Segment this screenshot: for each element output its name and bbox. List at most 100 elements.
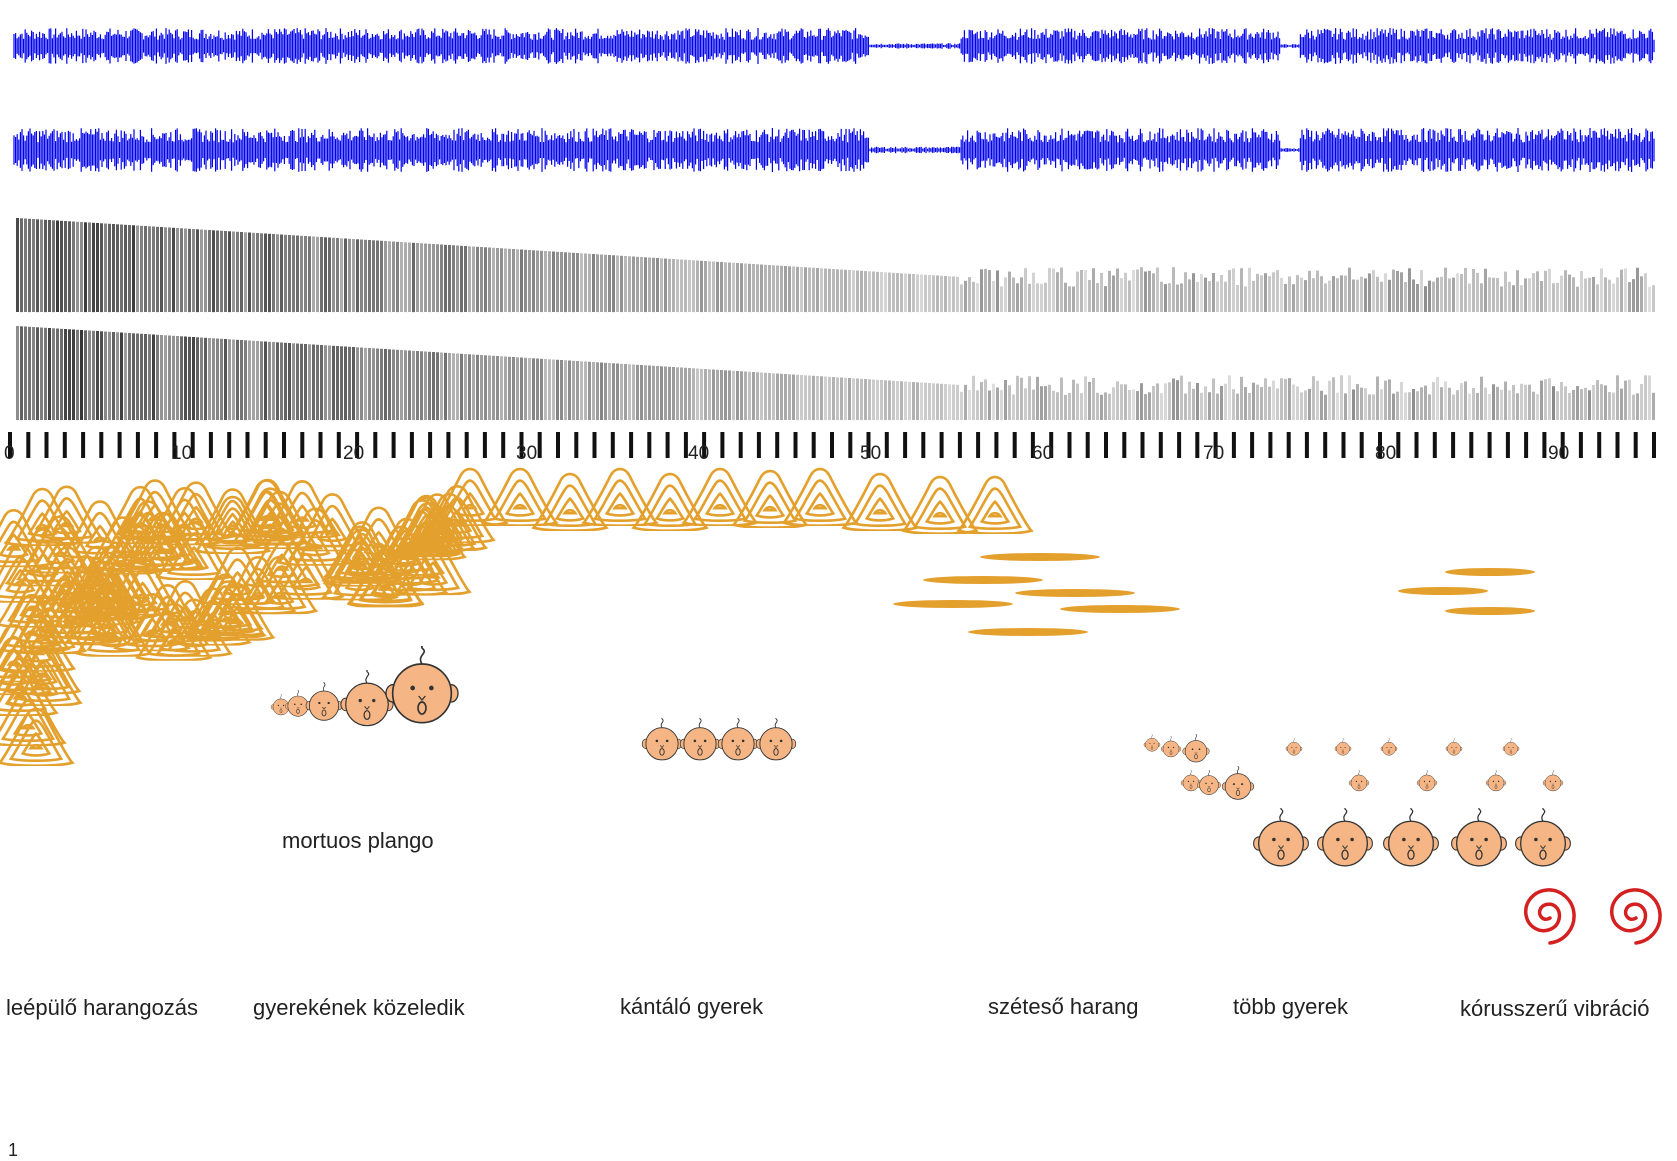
- spectrogram-column: [1196, 383, 1199, 420]
- spectrogram-column: [1176, 380, 1179, 420]
- spectrogram-column: [460, 353, 463, 421]
- spectrogram-column: [548, 359, 551, 421]
- spectrogram-column: [1108, 393, 1111, 420]
- spectrogram-column: [336, 238, 339, 312]
- spectrogram-column: [1052, 268, 1055, 312]
- spectrogram-column: [1040, 283, 1043, 312]
- ruler-tick: [245, 432, 250, 458]
- spectrogram-column: [952, 276, 955, 312]
- choral-vibration-spirals: [1523, 888, 1662, 945]
- ruler-tick: [464, 432, 469, 458]
- spectrogram-column: [428, 243, 431, 313]
- spectrogram-column: [1288, 276, 1291, 312]
- waveform-track-right: [13, 110, 1655, 174]
- spectrogram-column: [1044, 282, 1047, 312]
- spectrogram-column: [108, 223, 111, 313]
- spectrogram-column: [464, 246, 467, 312]
- spectrogram-column: [1548, 268, 1551, 312]
- spectrogram-column: [908, 381, 911, 421]
- child-face-icon: [1380, 738, 1398, 756]
- spectrogram-column: [524, 249, 527, 313]
- spectrogram-column: [848, 270, 851, 312]
- spectrogram-column: [1016, 375, 1019, 420]
- spectrogram-column: [1380, 389, 1383, 420]
- spectrogram-column: [800, 267, 803, 312]
- spectrogram-column: [1292, 284, 1295, 312]
- spectrogram-column: [348, 346, 351, 421]
- spectrogram-column: [1208, 281, 1211, 312]
- ruler-tick: [1414, 432, 1419, 458]
- spectrogram-column: [520, 357, 523, 420]
- spectrogram-column: [604, 254, 607, 313]
- spectrogram-column: [340, 346, 343, 421]
- spectrogram-column: [188, 336, 191, 421]
- spectrogram-column: [1420, 270, 1423, 312]
- spectrogram-column: [1036, 376, 1039, 420]
- child-face-icon: [1143, 734, 1161, 752]
- section-label-1: leépülő harangozás: [6, 995, 199, 1020]
- spectrogram-column: [556, 251, 559, 313]
- spectrogram-column: [176, 228, 179, 312]
- ruler-tick: [227, 432, 232, 458]
- spectrogram-column: [1100, 273, 1103, 312]
- spectrogram-column: [1628, 379, 1631, 420]
- spectrogram-column: [1364, 388, 1367, 420]
- spectrogram-column: [1480, 376, 1483, 420]
- spectrogram-column: [140, 225, 143, 313]
- ruler-tick: [976, 432, 981, 458]
- spectrogram-column: [792, 374, 795, 420]
- spectrogram-column: [644, 365, 647, 421]
- spectrogram-column: [600, 254, 603, 312]
- spectrogram-column: [1260, 275, 1263, 312]
- spectrogram-column: [564, 360, 567, 421]
- spectrogram-column: [1600, 384, 1603, 420]
- spectrogram-column: [1448, 387, 1451, 420]
- spectrogram-column: [412, 242, 415, 313]
- spectrogram-column: [1160, 281, 1163, 312]
- spectrogram-column: [1460, 383, 1463, 420]
- spectrogram-column: [612, 255, 615, 313]
- spectrogram-column: [1412, 279, 1415, 312]
- ruler-tick: [1213, 432, 1218, 458]
- spectrogram-column: [228, 231, 231, 313]
- ruler-tick: [811, 432, 816, 458]
- spectrogram-column: [1536, 394, 1539, 420]
- spectrogram-column: [80, 222, 83, 312]
- spectrogram-column: [1492, 277, 1495, 312]
- spectrogram-column: [1580, 389, 1583, 420]
- spectrogram-column: [644, 257, 647, 313]
- section-label-4: széteső harang: [988, 994, 1139, 1019]
- spectrogram-column: [700, 260, 703, 313]
- spectrogram-column: [1028, 283, 1031, 312]
- spectrogram-column: [1360, 387, 1363, 420]
- spectrogram-column: [1444, 267, 1447, 312]
- spectrogram-column: [796, 266, 799, 313]
- ruler-tick: [1012, 432, 1017, 458]
- spectrogram-column: [1384, 380, 1387, 420]
- ruler-tick: [921, 432, 926, 458]
- spectrogram-column: [404, 350, 407, 421]
- spectrogram-column: [40, 327, 43, 420]
- ruler-tick: [1104, 432, 1108, 458]
- spectrogram-column: [1596, 380, 1599, 420]
- spectrogram-column: [72, 221, 75, 312]
- ruler-tick: [1049, 432, 1054, 458]
- spectrogram-column: [164, 335, 167, 421]
- spectrogram-column: [420, 351, 423, 421]
- child-face-icon: [305, 682, 343, 721]
- spectrogram-column: [24, 326, 27, 420]
- spectrogram-column: [1112, 275, 1115, 312]
- spectrogram-column: [1164, 383, 1167, 420]
- ruler-tick: [1268, 432, 1273, 458]
- spectrogram-column: [948, 276, 951, 313]
- spectrogram-column: [1288, 378, 1291, 420]
- spectrogram-column: [744, 263, 747, 312]
- spectrogram-column: [1208, 392, 1211, 420]
- spectrogram-column: [1344, 393, 1347, 420]
- spectrogram-column: [1264, 273, 1267, 312]
- spectrogram-column: [1244, 286, 1247, 312]
- spectrogram-column: [820, 268, 823, 313]
- spectrogram-column: [968, 390, 971, 420]
- spectrogram-column: [828, 268, 831, 313]
- spectrogram-column: [912, 382, 915, 420]
